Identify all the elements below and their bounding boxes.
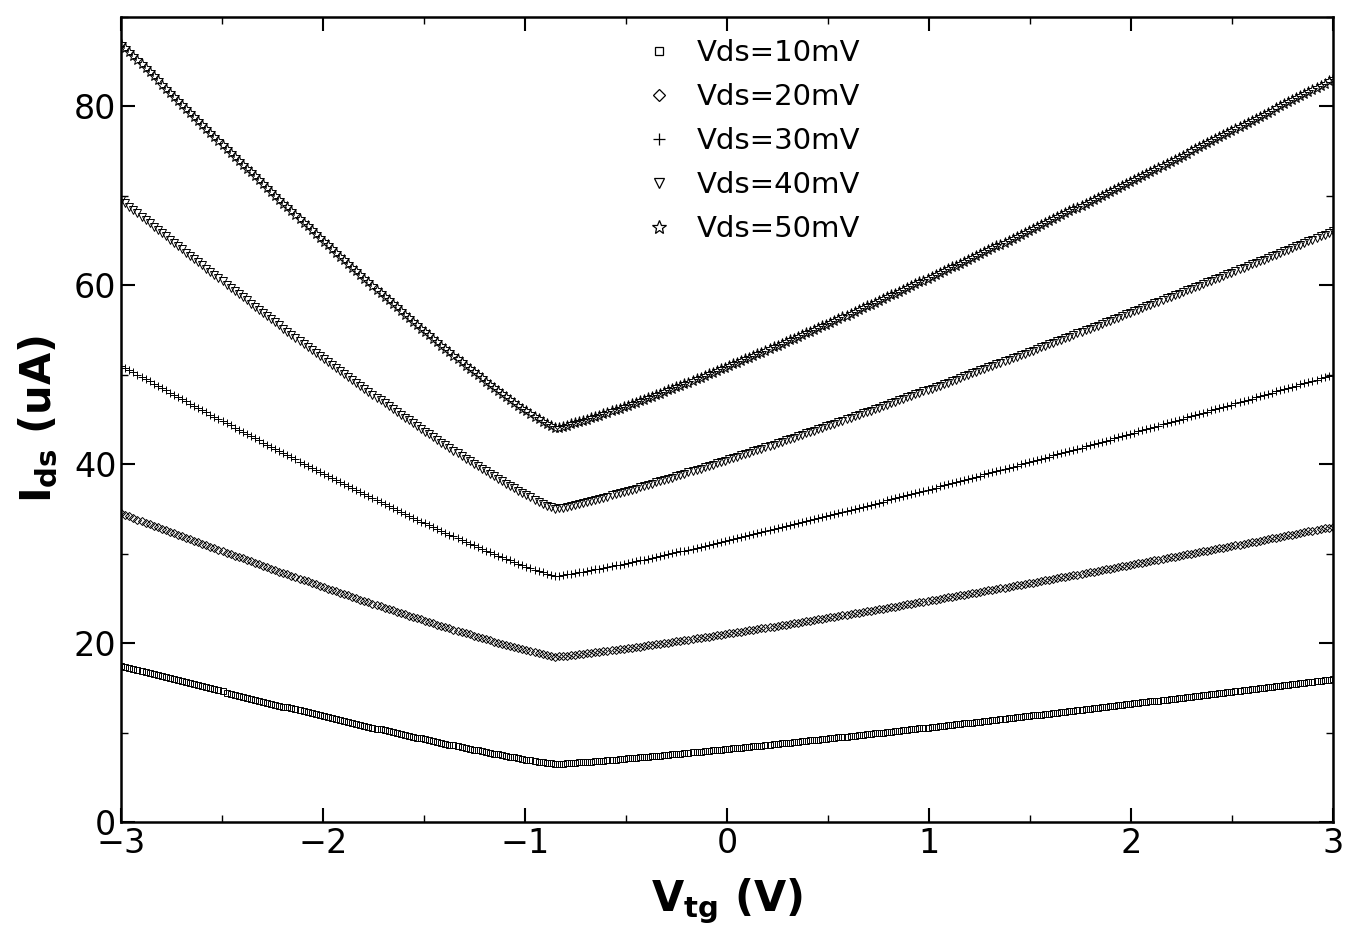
Line: Vds=50mV: Vds=50mV: [116, 38, 1338, 434]
Vds=40mV: [547, 504, 563, 515]
Vds=10mV: [1138, 696, 1155, 707]
Vds=10mV: [834, 732, 850, 743]
Vds=50mV: [1325, 74, 1341, 85]
Vds=20mV: [858, 605, 874, 617]
Vds=30mV: [1138, 423, 1155, 435]
Vds=50mV: [1138, 168, 1155, 179]
Vds=20mV: [1138, 556, 1155, 568]
Vds=40mV: [1214, 271, 1231, 282]
Line: Vds=40mV: Vds=40mV: [117, 196, 1337, 513]
Line: Vds=20mV: Vds=20mV: [118, 510, 1336, 660]
Vds=30mV: [1325, 369, 1341, 380]
Vds=40mV: [113, 194, 129, 206]
Vds=10mV: [858, 729, 874, 740]
Vds=40mV: [838, 414, 854, 425]
Vds=50mV: [117, 42, 133, 54]
Vds=10mV: [547, 758, 563, 769]
Vds=50mV: [113, 38, 129, 49]
Y-axis label: $\mathbf{I_{ds}}$ $\mathbf{(uA)}$: $\mathbf{I_{ds}}$ $\mathbf{(uA)}$: [16, 336, 60, 504]
Line: Vds=10mV: Vds=10mV: [118, 662, 1336, 767]
Vds=20mV: [547, 651, 563, 662]
Vds=30mV: [547, 571, 563, 582]
Vds=50mV: [547, 422, 563, 434]
Legend: Vds=10mV, Vds=20mV, Vds=30mV, Vds=40mV, Vds=50mV: Vds=10mV, Vds=20mV, Vds=30mV, Vds=40mV, …: [645, 40, 861, 243]
Vds=10mV: [1325, 673, 1341, 685]
Vds=10mV: [117, 661, 133, 672]
Vds=50mV: [838, 310, 854, 322]
Vds=10mV: [838, 731, 854, 742]
Vds=30mV: [834, 506, 850, 518]
Vds=50mV: [834, 312, 850, 323]
Vds=20mV: [834, 610, 850, 621]
Vds=20mV: [113, 507, 129, 519]
Vds=20mV: [1325, 521, 1341, 533]
Vds=40mV: [1138, 301, 1155, 312]
Vds=30mV: [117, 362, 133, 373]
Vds=40mV: [834, 415, 850, 426]
Vds=10mV: [1214, 687, 1231, 698]
Vds=40mV: [117, 198, 133, 209]
X-axis label: $\mathbf{V_{tg}}$ $\mathbf{(V)}$: $\mathbf{V_{tg}}$ $\mathbf{(V)}$: [651, 877, 802, 926]
Vds=40mV: [1325, 225, 1341, 237]
Vds=30mV: [838, 505, 854, 517]
Line: Vds=30mV: Vds=30mV: [117, 362, 1337, 580]
Vds=40mV: [858, 406, 874, 418]
Vds=30mV: [113, 360, 129, 372]
Vds=50mV: [858, 301, 874, 312]
Vds=30mV: [858, 500, 874, 511]
Vds=50mV: [1214, 129, 1231, 141]
Vds=20mV: [1214, 542, 1231, 554]
Vds=30mV: [1214, 402, 1231, 413]
Vds=20mV: [117, 509, 133, 521]
Vds=10mV: [113, 660, 129, 671]
Vds=20mV: [838, 609, 854, 620]
